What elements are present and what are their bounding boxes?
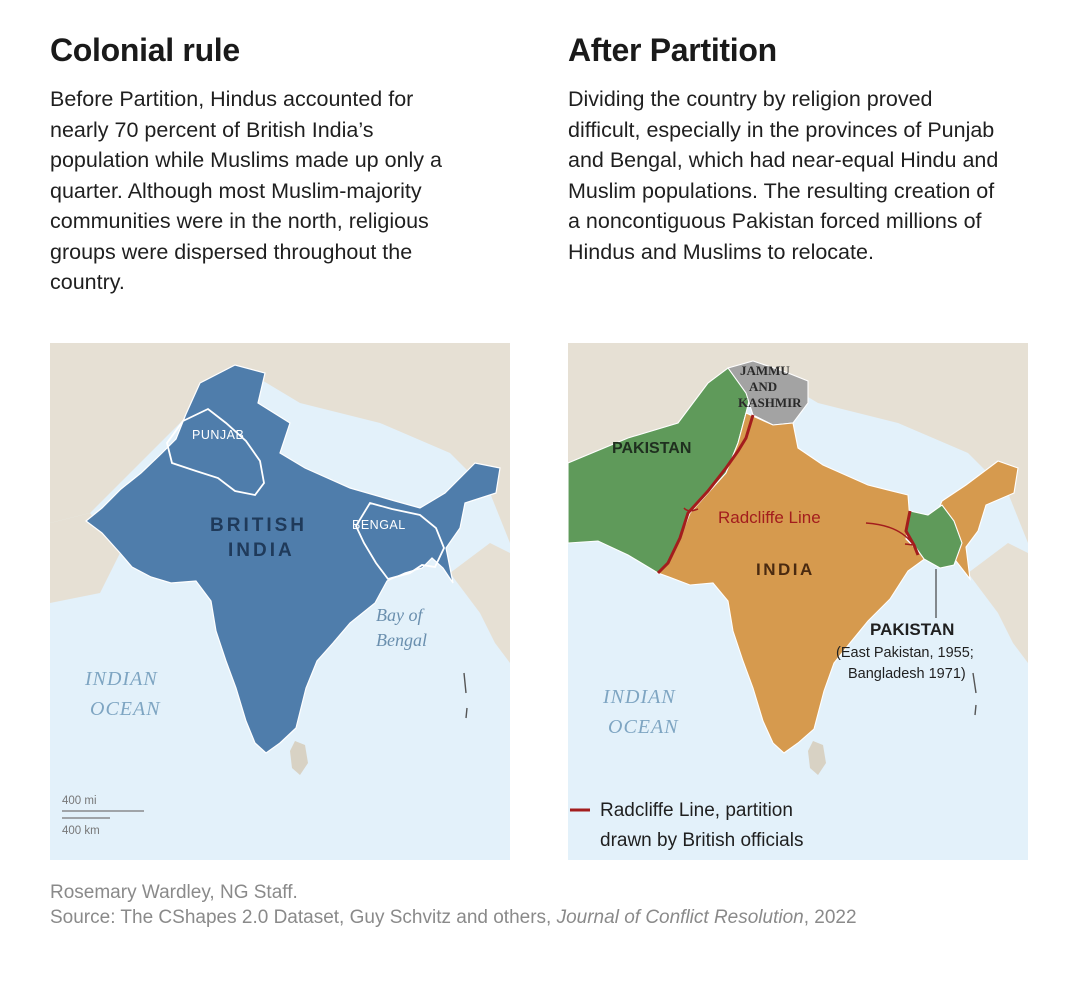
neighbouring-land-east xyxy=(968,543,1028,663)
panel-description: Dividing the country by religion proved … xyxy=(568,87,999,264)
india-label: INDIA xyxy=(756,560,815,579)
indian-ocean-label-line1: INDIAN xyxy=(602,686,676,708)
british-india-label-line2: INDIA xyxy=(228,540,295,561)
east-pakistan-note-line2: Bangladesh 1971) xyxy=(848,666,966,682)
radcliffe-arrow-west xyxy=(683,507,699,512)
partition-map: JAMMU AND KASHMIR PAKISTAN Radcliffe Lin… xyxy=(568,343,1028,860)
bengal-outline xyxy=(354,501,445,581)
credit-author: Rosemary Wardley, NG Staff. xyxy=(50,882,298,903)
jammu-kashmir-label-line2: AND xyxy=(749,379,777,394)
neighbouring-land-north xyxy=(568,343,1028,543)
bay-of-bengal-label-line2: Bengal xyxy=(376,630,427,650)
neighbouring-land-north xyxy=(50,343,510,543)
legend-line1: Radcliffe Line, partition xyxy=(600,800,793,821)
british-india-map: PUNJAB BENGAL BRITISH INDIA Bay of Benga… xyxy=(50,343,510,860)
jammu-kashmir-label-line3: KASHMIR xyxy=(738,395,802,410)
panel-title: After Partition xyxy=(568,32,777,68)
neighbouring-land-west xyxy=(50,513,120,603)
scale-miles-label: 400 mi xyxy=(62,795,97,807)
west-pakistan-label: PAKISTAN xyxy=(612,440,691,457)
radcliffe-line-east xyxy=(904,510,920,556)
indian-ocean-label-line2: OCEAN xyxy=(608,716,679,738)
sri-lanka-landmass xyxy=(808,741,826,775)
credit-source: Source: The CShapes 2.0 Dataset, Guy Sch… xyxy=(50,907,557,928)
panel-title: Colonial rule xyxy=(50,32,240,68)
credit-journal: Journal of Conflict Resolution xyxy=(556,907,804,928)
andaman-islands xyxy=(972,672,977,716)
radcliffe-arrowhead-east xyxy=(904,537,916,546)
credit-year: , 2022 xyxy=(803,907,857,928)
india-territory xyxy=(657,412,1019,754)
jammu-kashmir-label-line1: JAMMU xyxy=(740,363,790,378)
indian-ocean-label-line2: OCEAN xyxy=(90,698,161,720)
british-india-label-line1: BRITISH xyxy=(210,515,307,536)
british-india-territory xyxy=(85,364,501,754)
credit-block: Rosemary Wardley, NG Staff. Source: The … xyxy=(50,880,1010,930)
punjab-outline xyxy=(166,407,265,496)
east-pakistan-note-line1: (East Pakistan, 1955; xyxy=(836,645,974,661)
scale-km-label: 400 km xyxy=(62,825,100,837)
panel-description: Before Partition, Hindus accounted for n… xyxy=(50,87,442,294)
indian-ocean-label-line1: INDIAN xyxy=(84,668,158,690)
jammu-kashmir-territory xyxy=(727,360,809,426)
andaman-islands xyxy=(463,672,468,719)
legend-line2: drawn by British officials xyxy=(600,830,803,851)
bengal-label: BENGAL xyxy=(352,518,406,532)
radcliffe-line-label: Radcliffe Line xyxy=(718,508,821,527)
neighbouring-land-east xyxy=(450,543,510,663)
punjab-label: PUNJAB xyxy=(192,428,244,442)
east-pakistan-label: PAKISTAN xyxy=(870,620,954,639)
bay-of-bengal-label-line1: Bay of xyxy=(376,605,425,625)
radcliffe-line-west xyxy=(656,414,755,575)
sri-lanka-landmass xyxy=(290,741,308,775)
